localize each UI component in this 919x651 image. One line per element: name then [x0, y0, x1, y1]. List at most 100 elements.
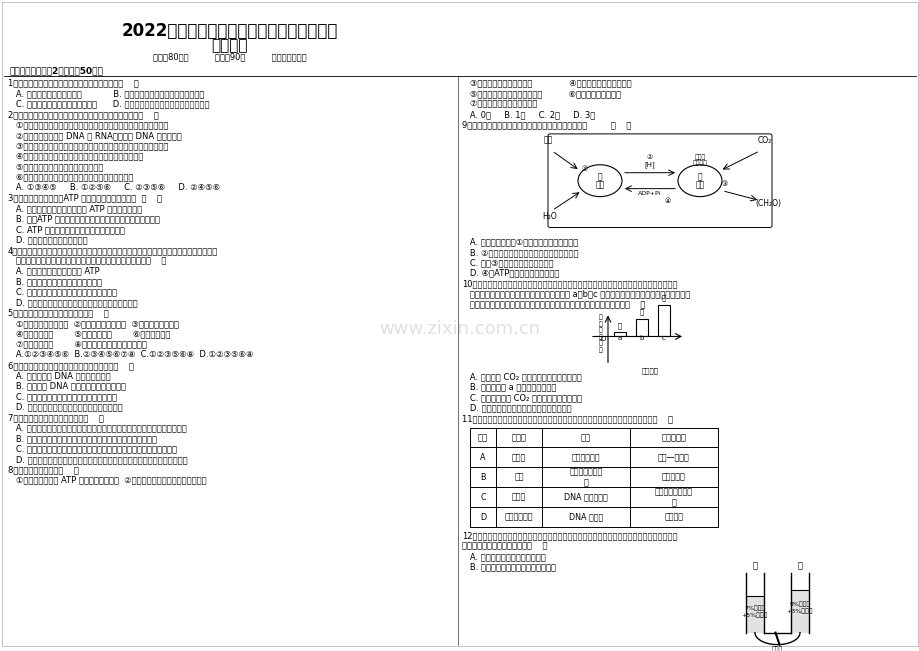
Text: 时量：80分钟          总分：90分          命题人：谭云旗: 时量：80分钟 总分：90分 命题人：谭云旗 — [153, 53, 306, 62]
Text: A. 酶的种类有物种差异性，而 ATP 却无物种差异性: A. 酶的种类有物种差异性，而 ATP 却无物种差异性 — [8, 204, 142, 213]
Text: 的: 的 — [598, 327, 602, 333]
Text: ④呼吸速率上升        ⑤色素积累增多        ⑥呼吸速率减慢: ④呼吸速率上升 ⑤色素积累增多 ⑥呼吸速率减慢 — [8, 329, 170, 339]
Text: ⑦光合作用确定要在叶绿体中: ⑦光合作用确定要在叶绿体中 — [461, 100, 537, 109]
Text: B. 酶、ATP 都与新陈代谢密切相关，但两者的合成毫无关系: B. 酶、ATP 都与新陈代谢密切相关，但两者的合成毫无关系 — [8, 215, 160, 223]
Text: D. 有的多聚体在细胞增殖时平均支配到两个子细胞中: D. 有的多聚体在细胞增殖时平均支配到两个子细胞中 — [8, 298, 138, 307]
Text: D. ④是ATP，贮存的能量来自光能: D. ④是ATP，贮存的能量来自光能 — [461, 269, 559, 278]
Text: D. 染色单体形成于分裂前期，消退于分裂后期: D. 染色单体形成于分裂前期，消退于分裂后期 — [8, 403, 122, 411]
Text: 光照强度: 光照强度 — [641, 367, 658, 374]
Text: 2．下列关于细胞的物质组成、结构和功能的描述正确的是（    ）: 2．下列关于细胞的物质组成、结构和功能的描述正确的是（ ） — [8, 110, 159, 119]
Text: 多种酶: 多种酶 — [694, 154, 705, 159]
Text: 量: 量 — [598, 347, 602, 353]
Text: A: A — [480, 453, 485, 462]
Text: H₂O: H₂O — [542, 212, 557, 221]
Bar — [635, 318, 647, 337]
Text: 12．右图示集中作用试验装置，甲乙两管的口径相同，半透膜只允许葡萄糖分子通过，淀粉分子: 12．右图示集中作用试验装置，甲乙两管的口径相同，半透膜只允许葡萄糖分子通过，淀… — [461, 531, 676, 540]
Text: CO₂: CO₂ — [757, 136, 771, 145]
Bar — [790, 590, 808, 633]
Text: 6．下列关于动物细胞有丝分裂的叙述正确的是（    ）: 6．下列关于动物细胞有丝分裂的叙述正确的是（ ） — [8, 361, 134, 370]
Text: ④: ④ — [664, 198, 670, 204]
Text: 假说—演绎法: 假说—演绎法 — [657, 453, 689, 462]
Text: C. 有的多聚体在细胞识别时起信息传递作用: C. 有的多聚体在细胞识别时起信息传递作用 — [8, 288, 117, 297]
Text: A. 分裂间期有 DNA 和中心体的复制: A. 分裂间期有 DNA 和中心体的复制 — [8, 371, 110, 380]
Text: 一、选择题（每题2分，共计50分）: 一、选择题（每题2分，共计50分） — [10, 66, 104, 76]
Text: 反应: 反应 — [695, 180, 704, 189]
Text: C. ATP 是保证新陈代谢正常进行的能量物质: C. ATP 是保证新陈代谢正常进行的能量物质 — [8, 225, 125, 234]
Text: 类比推理法: 类比推理法 — [662, 473, 686, 482]
Text: DNA 是遗传物质: DNA 是遗传物质 — [563, 493, 607, 502]
Text: ADP+Pi: ADP+Pi — [638, 191, 661, 195]
Text: ⑦细胞体积增大        ⑧细胞膜的通透性功能发生转变: ⑦细胞体积增大 ⑧细胞膜的通透性功能发生转变 — [8, 340, 147, 349]
Text: A. 本试验中 CO₂ 的变化不影响光合作用强度: A. 本试验中 CO₂ 的变化不影响光合作用强度 — [461, 372, 581, 381]
Text: 参与催化: 参与催化 — [692, 160, 707, 166]
Text: 艾弗里: 艾弗里 — [511, 493, 526, 502]
Text: b: b — [639, 335, 643, 342]
Text: ④溶酶体内含有多种水解酶，能分解年轻、损伤的细胞器: ④溶酶体内含有多种水解酶，能分解年轻、损伤的细胞器 — [8, 152, 143, 161]
Text: ③: ③ — [721, 181, 727, 187]
Text: C. 纺锤体形成于分裂前期，消退于分裂后期: C. 纺锤体形成于分裂前期，消退于分裂后期 — [8, 393, 117, 401]
Text: 成就: 成就 — [581, 433, 590, 442]
Text: 2022届高三浏阳一中、攸县一中十一月联考: 2022届高三浏阳一中、攸县一中十一月联考 — [121, 22, 338, 40]
Text: 光: 光 — [597, 173, 602, 181]
Text: ①水分别减，细胞萎缩  ②新陈代谢的速度减慢  ③某些酶的活性降低: ①水分别减，细胞萎缩 ②新陈代谢的速度减慢 ③某些酶的活性降低 — [8, 319, 178, 328]
Text: D. 选取经低温诱导的洋葱根尖制作临时装片，在显微镜下观看不到联会现象: D. 选取经低温诱导的洋葱根尖制作临时装片，在显微镜下观看不到联会现象 — [8, 455, 187, 464]
Text: B. ②是三碳化合物，在中午高温时，数量削减: B. ②是三碳化合物，在中午高温时，数量削减 — [461, 248, 578, 257]
Text: 1．下列哪一组结构或物质的元素组成是不相同的（    ）: 1．下列哪一组结构或物质的元素组成是不相同的（ ） — [8, 79, 139, 88]
Text: 乙: 乙 — [640, 309, 643, 315]
Text: 8．下列说法正确的有（    ）: 8．下列说法正确的有（ ） — [8, 465, 79, 475]
Text: (CH₂O): (CH₂O) — [754, 199, 780, 208]
Text: 暗: 暗 — [697, 173, 701, 181]
Text: 科学家: 科学家 — [511, 433, 526, 442]
Text: 放射性同位素标记
法: 放射性同位素标记 法 — [654, 487, 692, 507]
Text: 沃森和克里克: 沃森和克里克 — [505, 513, 533, 521]
Text: B. 分裂间期 DNA 含量和染色体组数都加倍: B. 分裂间期 DNA 含量和染色体组数都加倍 — [8, 381, 126, 391]
Text: 乙: 乙 — [797, 561, 801, 570]
Text: 11、下列关于人类探究遗传奇怪历程中的科学试验方法及技术的叙述中，不正确的是（    ）: 11、下列关于人类探究遗传奇怪历程中的科学试验方法及技术的叙述中，不正确的是（ … — [461, 414, 673, 423]
Bar — [657, 305, 669, 337]
Text: A. 水的光解发生在①内叶绿体片层结构的薄膜: A. 水的光解发生在①内叶绿体片层结构的薄膜 — [461, 238, 578, 247]
Text: D. 该图映了光合作用强度与光照强度的关系: D. 该图映了光合作用强度与光照强度的关系 — [461, 404, 571, 413]
Text: 5．年轻的红细胞具有以下哪些特征（    ）: 5．年轻的红细胞具有以下哪些特征（ ） — [8, 309, 108, 318]
Text: 9%葡萄糖: 9%葡萄糖 — [789, 601, 810, 607]
Text: 单体的多聚体，下列有关单体与多聚体的叙述中，错误的是（    ）: 单体的多聚体，下列有关单体与多聚体的叙述中，错误的是（ ） — [8, 256, 166, 266]
Text: 模型方法: 模型方法 — [664, 513, 683, 521]
Text: 光相同时间后，测得各装置内气体的增量如图所示，下列叙述错误的是（    ）: 光相同时间后，测得各装置内气体的增量如图所示，下列叙述错误的是（ ） — [461, 300, 644, 309]
Text: B: B — [480, 473, 485, 482]
Text: 基因位于染色体
上: 基因位于染色体 上 — [569, 467, 602, 488]
Text: B. 甲、乙两管中的葡萄糖的浓度相等: B. 甲、乙两管中的葡萄糖的浓度相等 — [461, 562, 555, 572]
Text: ②: ② — [646, 154, 652, 159]
Text: 甲: 甲 — [618, 322, 621, 329]
Bar — [613, 333, 625, 337]
Text: 7．下列关于试验的叙述正确的是（    ）: 7．下列关于试验的叙述正确的是（ ） — [8, 413, 104, 422]
Text: 组，每组各置于一个密闭装置内，并分别通入 a、b、c 三种不同强度的光照，其他条件全都，照: 组，每组各置于一个密闭装置内，并分别通入 a、b、c 三种不同强度的光照，其他条… — [461, 290, 689, 299]
Text: 萨顿: 萨顿 — [514, 473, 523, 482]
Text: C. 丙组装置内的 CO₂ 含量照光后比照光前低: C. 丙组装置内的 CO₂ 含量照光后比照光前低 — [461, 393, 582, 402]
Text: A. 0项     B. 1项     C. 2项     D. 3项: A. 0项 B. 1项 C. 2项 D. 3项 — [461, 110, 595, 119]
Text: DNA 的结构: DNA 的结构 — [568, 513, 603, 521]
Text: B. 单体进入细胞的方式都是被动运输: B. 单体进入细胞的方式都是被动运输 — [8, 277, 102, 286]
Text: 7%葡萄糖: 7%葡萄糖 — [743, 605, 765, 611]
Text: +5%淀粉液: +5%淀粉液 — [741, 612, 767, 618]
Text: 孟德尔: 孟德尔 — [511, 453, 526, 462]
Text: 10．取某种植物生长状态全都的新鲜叶片，用打孔器打出若干圆片，圆片平均分成甲、乙、丙三: 10．取某种植物生长状态全都的新鲜叶片，用打孔器打出若干圆片，圆片平均分成甲、乙… — [461, 279, 676, 288]
Text: 选项: 选项 — [478, 433, 487, 442]
Text: 方法及技术: 方法及技术 — [661, 433, 686, 442]
Text: A. 探究淀粉酶对淀粉和麦糖专一性作用时，可用碘液替代斐林试剂进行鉴定: A. 探究淀粉酶对淀粉和麦糖专一性作用时，可用碘液替代斐林试剂进行鉴定 — [8, 424, 187, 432]
Text: C. 在叶绿色素的提取和分别试验中，用无水乙醇作为有机溶剂分别色素: C. 在叶绿色素的提取和分别试验中，用无水乙醇作为有机溶剂分别色素 — [8, 445, 176, 454]
Text: ⑤动物细胞中的中心体与有丝分裂有关: ⑤动物细胞中的中心体与有丝分裂有关 — [8, 162, 103, 171]
Text: ①在线粒体中形成 ATP 时，确定需要氧气  ②没有细胞结构的生物就是原核生物: ①在线粒体中形成 ATP 时，确定需要氧气 ②没有细胞结构的生物就是原核生物 — [8, 476, 207, 485]
Text: www.zixin.com.cn: www.zixin.com.cn — [379, 320, 540, 337]
Text: A. 细菌体内的基因与细胞膜            B. 蓝藻细胞内的核糖体与玉米的细胞壁: A. 细菌体内的基因与细胞膜 B. 蓝藻细胞内的核糖体与玉米的细胞壁 — [8, 89, 204, 98]
Text: 无法通过，当达到集中平衡时（    ）: 无法通过，当达到集中平衡时（ ） — [461, 542, 547, 551]
Text: ⑤全部寄生生物都是厌氧型生物          ⑥核酸成分中含有糖类: ⑤全部寄生生物都是厌氧型生物 ⑥核酸成分中含有糖类 — [461, 89, 620, 98]
Text: 加: 加 — [598, 340, 602, 346]
Text: A. 甲、乙两管中的液面高度相等: A. 甲、乙两管中的液面高度相等 — [461, 552, 545, 561]
Text: 气: 气 — [598, 314, 602, 320]
Text: 4．多糖、蛋白质、核酸等生物大分子都是由很多基本组成单位（单体）连接而成，因而被称为: 4．多糖、蛋白质、核酸等生物大分子都是由很多基本组成单位（单体）连接而成，因而被… — [8, 246, 218, 255]
Text: B. 光照强度为 a 时，光合作用很弱: B. 光照强度为 a 时，光合作用很弱 — [461, 383, 556, 392]
Text: C: C — [480, 493, 485, 502]
Text: 9．下图为绿色植物光合作用图解，以下说法不正确的是         （    ）: 9．下图为绿色植物光合作用图解，以下说法不正确的是 （ ） — [461, 120, 630, 130]
Text: ③全部动物都是需氧型生物              ④有氧呼吸确定在线粒体中: ③全部动物都是需氧型生物 ④有氧呼吸确定在线粒体中 — [461, 79, 631, 88]
Text: 生物试卷: 生物试卷 — [211, 38, 248, 53]
Text: c: c — [662, 335, 665, 342]
